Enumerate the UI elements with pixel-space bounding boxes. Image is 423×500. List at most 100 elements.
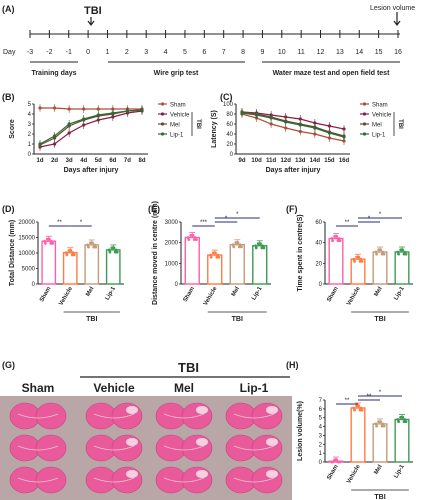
bar-vehicle	[350, 407, 366, 463]
x-tick-label-sham: Sham	[326, 286, 339, 303]
series-line-lip-1	[39, 109, 143, 145]
data-point	[358, 408, 362, 412]
lesion-area	[126, 470, 138, 478]
x-tick-label-lip-1: Lip-1	[393, 285, 406, 301]
y-tick-label: 1	[319, 451, 323, 457]
data-point	[355, 404, 359, 408]
panel-label: (D)	[2, 204, 15, 214]
data-point	[189, 233, 193, 237]
panel-label: (E)	[148, 204, 160, 214]
data-point-lip-1	[342, 135, 346, 139]
data-point	[357, 404, 361, 408]
bar-mel	[372, 423, 388, 463]
timeline-day-4: 4	[164, 49, 168, 56]
data-point-lip-1	[96, 113, 100, 117]
legend-marker	[160, 112, 165, 116]
y-axis-label: Time spent in centre(S)	[297, 214, 304, 291]
y-tick-label: 3000	[165, 220, 179, 226]
data-point	[382, 252, 386, 256]
data-point	[352, 406, 356, 410]
data-point-vehicle	[327, 124, 332, 128]
data-point	[262, 246, 266, 250]
data-point	[333, 234, 337, 238]
data-point-sham	[82, 107, 86, 111]
timeline-day-15: 15	[375, 49, 383, 56]
data-point	[236, 241, 240, 244]
x-tick-label: 15d	[324, 158, 335, 164]
y-tick-label: 1	[28, 142, 32, 148]
data-point-lip-1	[38, 142, 42, 146]
data-point	[46, 237, 49, 241]
brain-ventricle	[17, 445, 59, 451]
timeline-day-12: 12	[317, 49, 325, 56]
data-point	[396, 418, 400, 421]
data-point	[71, 251, 75, 255]
data-point	[379, 248, 383, 252]
data-point	[402, 252, 406, 256]
data-point	[358, 259, 362, 263]
data-point	[256, 242, 260, 245]
data-point	[186, 236, 190, 239]
data-point	[377, 248, 381, 252]
data-point	[92, 245, 96, 249]
data-point	[69, 249, 73, 252]
brain-ventricle	[93, 477, 135, 483]
data-point	[217, 255, 221, 259]
data-point	[209, 255, 213, 259]
time-centre-bar-chart: (F) 0 20 40 60 Time spent in centre(S) Sham Veh…	[286, 204, 413, 323]
data-point-sham	[269, 122, 273, 126]
data-point	[237, 245, 241, 249]
data-point	[335, 234, 339, 238]
y-tick-label: 1000	[165, 261, 179, 267]
data-point	[215, 255, 219, 259]
data-point	[377, 420, 381, 424]
bar-vehicle	[350, 258, 366, 285]
series-line-vehicle	[39, 110, 143, 148]
tbi-event-label: TBI	[84, 5, 102, 17]
legend-label-mel: Mel	[372, 123, 382, 129]
data-point	[404, 420, 408, 424]
y-tick-label: 15000	[18, 236, 35, 242]
x-tick-label: 10d	[251, 158, 262, 164]
data-point	[192, 238, 196, 242]
timeline-day-2: 2	[125, 49, 129, 56]
brain-ventricle	[93, 445, 135, 451]
data-point	[91, 241, 94, 245]
lesion-area	[266, 406, 278, 414]
data-point	[379, 420, 383, 424]
bar-vehicle	[207, 254, 223, 285]
data-point	[87, 245, 90, 249]
data-point-vehicle	[52, 142, 57, 146]
y-axis-label: Lesion volume(%)	[297, 401, 304, 461]
training-days-label: Training days	[31, 70, 76, 77]
y-axis-label: Latency (S)	[211, 110, 218, 148]
data-point	[67, 249, 71, 252]
x-tick-label-vehicle: Vehicle	[58, 285, 74, 306]
timeline-day-6: 6	[202, 49, 206, 56]
panel-label: (H)	[286, 360, 299, 370]
x-tick-label-lip-1: Lip-1	[251, 285, 264, 301]
data-point	[359, 257, 363, 261]
timeline-day-10: 10	[278, 49, 286, 56]
data-point	[375, 252, 378, 256]
legend-marker	[362, 122, 367, 126]
data-point	[336, 239, 340, 243]
y-tick-label: 6	[319, 407, 323, 413]
timeline-day-1: 1	[106, 49, 110, 56]
data-point	[232, 245, 236, 249]
significance-stars: **	[345, 398, 350, 404]
data-point	[260, 246, 264, 250]
data-point	[43, 239, 47, 243]
y-tick-label: 4	[319, 425, 323, 431]
y-tick-label: 80	[226, 112, 233, 118]
series-line-vehicle	[241, 111, 345, 130]
data-point-lip-1	[125, 109, 130, 113]
y-tick-label: 20	[226, 142, 233, 148]
x-tick-label: 6d	[109, 158, 116, 164]
histology-tbi-label: TBI	[178, 360, 199, 375]
data-point	[397, 252, 400, 256]
data-point	[234, 241, 238, 244]
data-point-vehicle	[67, 131, 71, 135]
data-point	[93, 243, 96, 247]
